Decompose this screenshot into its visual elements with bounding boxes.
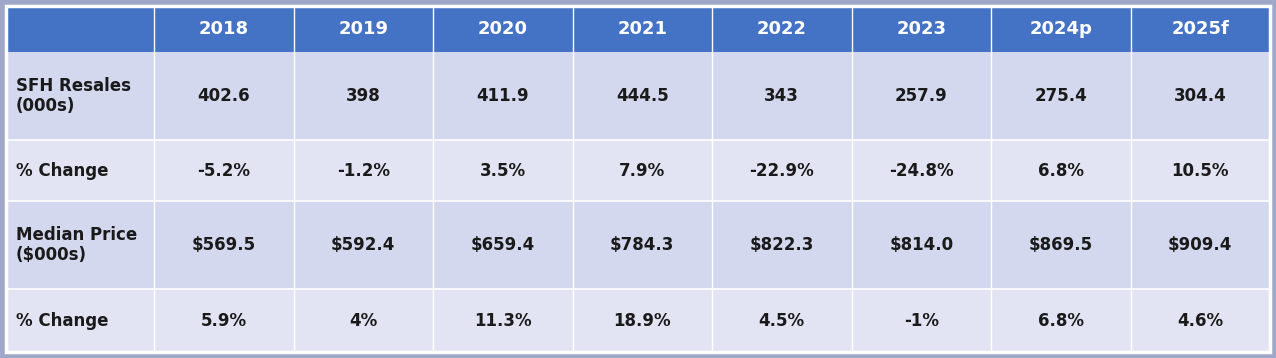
Bar xyxy=(851,140,991,201)
Bar xyxy=(991,140,1131,201)
Bar xyxy=(573,52,712,140)
Text: 2023: 2023 xyxy=(896,20,947,38)
Bar xyxy=(712,140,851,201)
Bar xyxy=(154,6,293,52)
Text: 5.9%: 5.9% xyxy=(200,311,246,329)
Bar xyxy=(154,52,293,140)
Text: $592.4: $592.4 xyxy=(330,236,396,254)
Text: 4.5%: 4.5% xyxy=(759,311,805,329)
Bar xyxy=(712,6,851,52)
Bar xyxy=(433,140,573,201)
Bar xyxy=(851,201,991,289)
Text: 3.5%: 3.5% xyxy=(480,161,526,179)
Text: $909.4: $909.4 xyxy=(1168,236,1233,254)
Text: 2020: 2020 xyxy=(477,20,528,38)
Bar xyxy=(433,6,573,52)
Text: 411.9: 411.9 xyxy=(476,87,530,105)
Bar xyxy=(573,201,712,289)
Bar xyxy=(433,52,573,140)
Bar xyxy=(293,52,433,140)
Text: 18.9%: 18.9% xyxy=(614,311,671,329)
Text: -1%: -1% xyxy=(903,311,939,329)
Text: -24.8%: -24.8% xyxy=(889,161,953,179)
Bar xyxy=(6,201,154,289)
Text: 4.6%: 4.6% xyxy=(1178,311,1224,329)
Bar xyxy=(851,52,991,140)
Bar xyxy=(851,289,991,352)
Bar xyxy=(154,140,293,201)
Bar xyxy=(712,201,851,289)
Bar xyxy=(6,52,154,140)
Bar xyxy=(433,201,573,289)
Bar xyxy=(573,289,712,352)
Text: $869.5: $869.5 xyxy=(1028,236,1092,254)
Text: -22.9%: -22.9% xyxy=(749,161,814,179)
Text: 2019: 2019 xyxy=(338,20,388,38)
Text: 2024p: 2024p xyxy=(1030,20,1092,38)
Text: 7.9%: 7.9% xyxy=(619,161,665,179)
Text: $822.3: $822.3 xyxy=(749,236,814,254)
Text: 2018: 2018 xyxy=(199,20,249,38)
Bar xyxy=(154,289,293,352)
Bar xyxy=(991,201,1131,289)
Bar xyxy=(433,289,573,352)
Text: -1.2%: -1.2% xyxy=(337,161,389,179)
Text: 275.4: 275.4 xyxy=(1035,87,1087,105)
Text: % Change: % Change xyxy=(17,311,108,329)
Bar xyxy=(1131,140,1270,201)
Text: SFH Resales
(000s): SFH Resales (000s) xyxy=(17,77,131,115)
Bar xyxy=(6,140,154,201)
Bar xyxy=(712,52,851,140)
Text: Median Price
($000s): Median Price ($000s) xyxy=(17,226,138,265)
Text: 2021: 2021 xyxy=(618,20,667,38)
Text: 2022: 2022 xyxy=(757,20,806,38)
Bar xyxy=(1131,201,1270,289)
Text: 257.9: 257.9 xyxy=(894,87,948,105)
Bar xyxy=(1131,289,1270,352)
Bar xyxy=(293,140,433,201)
Text: 343: 343 xyxy=(764,87,799,105)
Bar xyxy=(851,6,991,52)
Text: % Change: % Change xyxy=(17,161,108,179)
Text: 4%: 4% xyxy=(350,311,378,329)
Text: 11.3%: 11.3% xyxy=(473,311,532,329)
Bar xyxy=(293,201,433,289)
Bar xyxy=(991,52,1131,140)
Text: $814.0: $814.0 xyxy=(889,236,953,254)
Text: 402.6: 402.6 xyxy=(198,87,250,105)
Bar xyxy=(293,289,433,352)
Bar xyxy=(573,140,712,201)
Bar xyxy=(573,6,712,52)
Text: $659.4: $659.4 xyxy=(471,236,535,254)
Text: 10.5%: 10.5% xyxy=(1171,161,1229,179)
Bar xyxy=(712,289,851,352)
Bar xyxy=(1131,6,1270,52)
Bar xyxy=(6,289,154,352)
Text: $569.5: $569.5 xyxy=(191,236,255,254)
Text: 2025f: 2025f xyxy=(1171,20,1229,38)
Text: 444.5: 444.5 xyxy=(616,87,669,105)
Bar xyxy=(991,289,1131,352)
Bar xyxy=(293,6,433,52)
Bar xyxy=(6,6,154,52)
Text: -5.2%: -5.2% xyxy=(198,161,250,179)
Bar xyxy=(991,6,1131,52)
Text: 6.8%: 6.8% xyxy=(1037,161,1083,179)
Bar xyxy=(1131,52,1270,140)
Text: 398: 398 xyxy=(346,87,380,105)
Bar xyxy=(154,201,293,289)
Text: $784.3: $784.3 xyxy=(610,236,675,254)
Text: 304.4: 304.4 xyxy=(1174,87,1226,105)
Text: 6.8%: 6.8% xyxy=(1037,311,1083,329)
